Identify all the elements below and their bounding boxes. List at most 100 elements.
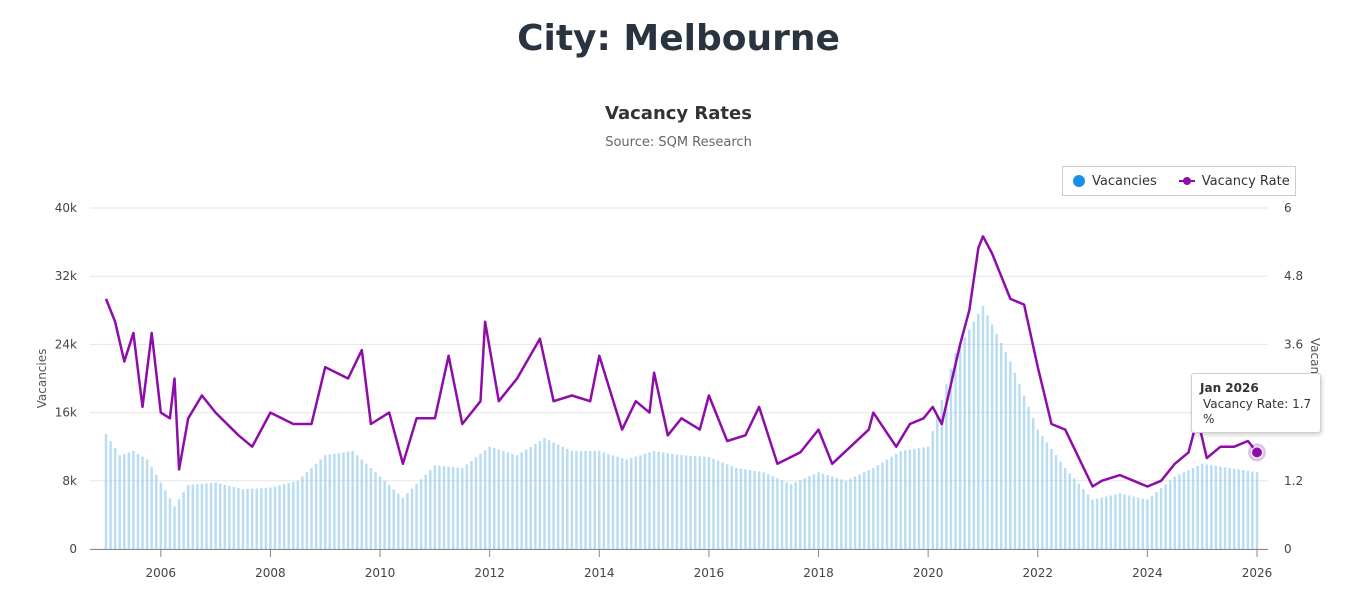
vacancies-bar [1200,463,1204,549]
y-left-tick-label: 40k [55,201,77,215]
vacancies-bar [264,487,268,549]
vacancies-bar [196,484,199,549]
vacancies-bar [566,448,569,549]
vacancies-bar [136,453,140,549]
vacancies-bar [739,468,743,549]
vacancies-bar [1196,465,1199,549]
vacancies-bar [228,485,231,549]
vacancies-bar [168,498,172,549]
vacancies-bar [1214,465,1218,549]
vacancies-bar [858,474,861,549]
vacancies-bar [648,452,651,549]
vacancies-bar [287,483,290,549]
x-tick-label: 2016 [694,566,725,580]
vacancies-bar [899,450,902,549]
vacancies-bar [1210,465,1213,549]
vacancies-bar [926,446,930,549]
vacancies-bar [164,490,167,549]
vacancies-bar [433,465,437,549]
vacancies-bar [1191,468,1195,549]
vacancies-bar [1159,488,1163,549]
vacancies-bar [497,449,501,549]
vacancies-bar [703,456,706,549]
vacancies-bar [840,479,843,549]
vacancies-bar [424,474,427,549]
vacancies-bar [931,431,934,549]
vacancies-bar [602,452,606,549]
vacancies-bar [1136,497,1140,549]
vacancies-bar [246,489,249,549]
vacancies-bar [387,485,391,549]
vacancies-bar [205,483,208,549]
vacancies-bar [355,455,359,549]
vacancy-rate-series-line [104,235,1258,488]
vacancies-bar [410,488,414,549]
tooltip-date: Jan 2026 [1200,381,1259,395]
vacancies-bar [712,458,715,549]
vacancies-bar [383,480,386,549]
vacancies-bar [1251,471,1254,549]
vacancies-bar [1146,499,1149,549]
vacancies-bar [429,470,432,549]
vacancies-bar [881,462,884,549]
legend-item-vacancies[interactable]: Vacancies [1073,174,1157,189]
vacancies-bar [1068,473,1071,549]
vacancies-bar [1031,418,1035,549]
vacancies-bar [470,460,473,549]
chart-legend: Vacancies Vacancy Rate [1062,166,1296,196]
vacancies-bar [661,452,665,549]
legend-item-vacancy-rate[interactable]: Vacancy Rate [1178,174,1290,189]
vacancies-bar [255,488,258,549]
vacancies-bar [917,448,921,549]
vacancies-bar [1219,466,1222,549]
y-right-tick-label: 1.2 [1284,474,1303,488]
vacancies-bar [141,456,144,549]
y-right-tick-label: 4.8 [1284,269,1303,283]
vacancies-bar [981,306,985,549]
vacancies-bar [456,467,459,549]
y-right-tick-label: 0 [1284,542,1292,556]
vacancies-bar [534,443,537,549]
vacancies-bar [579,450,583,549]
vacancies-bar [250,488,254,549]
vacancies-bar [515,455,519,549]
vacancies-bar [556,444,560,549]
vacancies-bar [771,476,775,549]
vacancies-bar [292,481,295,549]
vacancies-bar [346,451,350,549]
vacancies-bar [698,456,702,549]
vacancies-bar [625,459,628,549]
legend-label-vacancies: Vacancies [1092,173,1157,189]
vacancies-bar [401,497,405,549]
vacancies-bar [269,487,272,549]
vacancies-bar [1237,469,1240,549]
vacancies-bar [693,456,697,549]
vacancies-bar [154,474,158,549]
vacancies-bar [885,459,889,549]
vacancies-bar [643,453,647,549]
vacancies-bar [630,458,633,549]
hover-marker [1248,443,1266,462]
vacancies-bar [218,483,222,549]
vacancies-bar [721,462,724,549]
vacancies-bar [588,450,592,549]
vacancies-bar [159,482,163,549]
vacancies-bar [1036,429,1040,549]
vacancies-bar [675,454,679,549]
vacancies-bar [730,466,733,549]
vacancies-bar [1077,483,1081,549]
x-tick-label: 2008 [255,566,286,580]
vacancies-bar [963,337,966,549]
vacancies-bar [616,456,619,549]
y-left-tick-label: 0 [69,542,77,556]
vacancies-bar [1109,495,1113,549]
x-tick-label: 2006 [146,566,177,580]
x-tick-label: 2024 [1132,566,1163,580]
vacancies-bar [1164,484,1167,549]
vacancies-bar [798,480,802,549]
vacancies-bar [849,478,852,549]
vacancies-bar [461,468,464,549]
vacancies-bar [214,482,217,549]
vacancies-bar [123,453,126,549]
